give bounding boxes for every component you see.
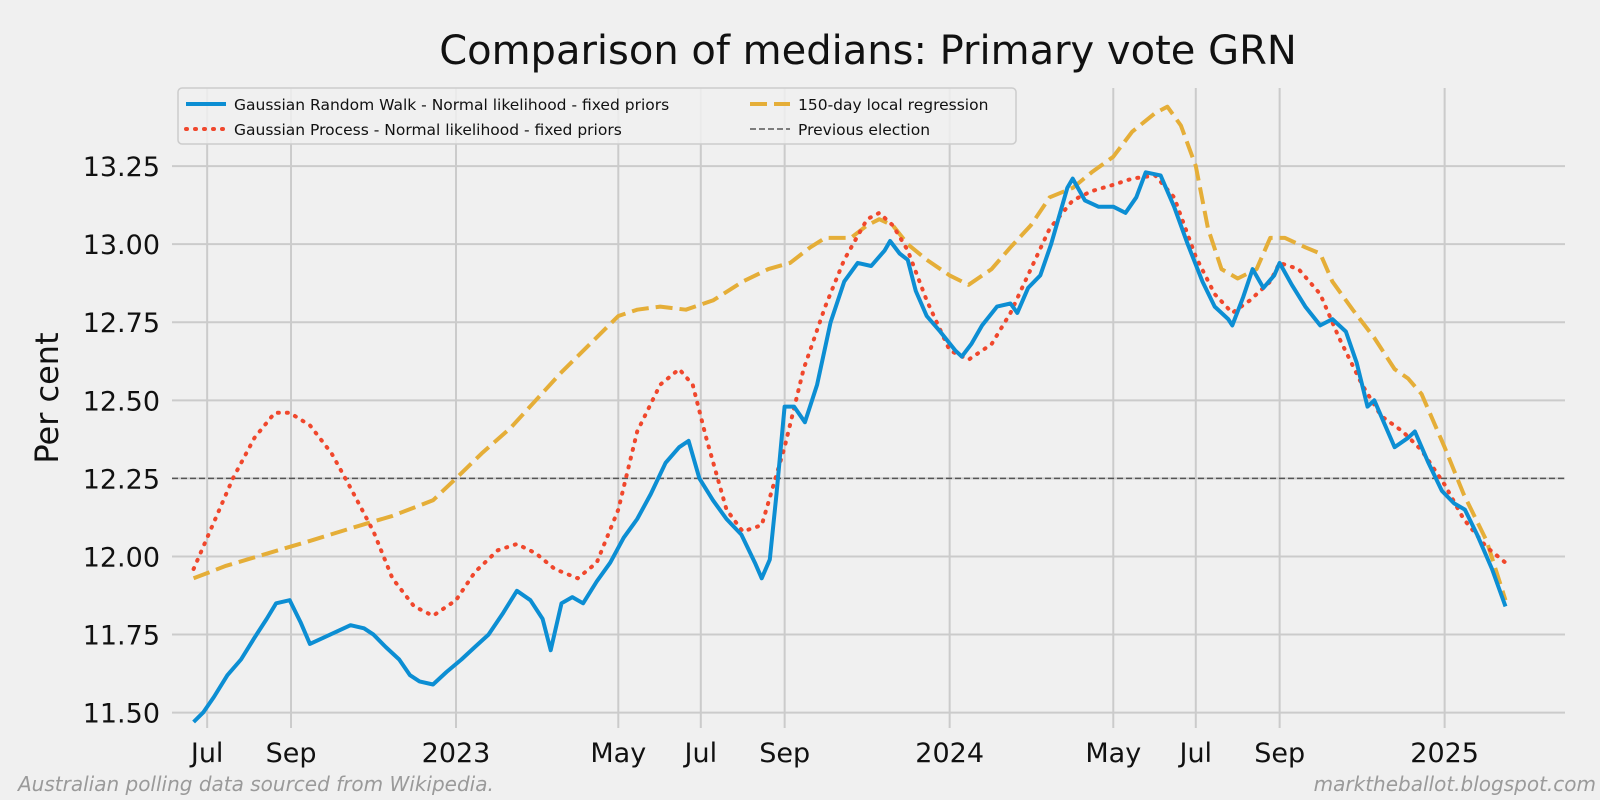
x-tick-label: 2023 (422, 738, 491, 769)
series-line-solid (192, 170, 1508, 724)
footer-website: marktheballot.blogspot.com (1313, 772, 1596, 796)
x-tick-label: Jul (683, 738, 718, 769)
axis-ticks: 11.50 11.75 12.00 12.25 12.50 12.75 13.00 13.25… (83, 152, 1479, 769)
legend-label: Gaussian Process - Normal likelihood - f… (234, 121, 622, 139)
footer-source-note: Australian polling data sourced from Wik… (18, 772, 494, 796)
grid (172, 88, 1565, 728)
y-tick-label: 12.00 (83, 542, 160, 573)
series-line-dashed (192, 104, 1508, 601)
series-line-dotted (191, 173, 1508, 618)
legend-label: 150-day local regression (798, 96, 988, 114)
y-tick-label: 13.00 (83, 230, 160, 261)
x-tick-label: May (590, 738, 646, 769)
x-tick-label: Jul (1177, 738, 1212, 769)
y-tick-label: 12.75 (83, 308, 160, 339)
x-tick-label: Jul (189, 738, 224, 769)
y-tick-label: 11.50 (83, 699, 160, 730)
x-tick-label: Sep (759, 738, 810, 769)
chart-title: Comparison of medians: Primary vote GRN (439, 28, 1297, 74)
x-tick-label: Sep (266, 738, 317, 769)
legend: Gaussian Random Walk - Normal likelihood… (177, 87, 1017, 145)
y-axis-label: Per cent (28, 332, 66, 463)
legend-label: Gaussian Random Walk - Normal likelihood… (234, 96, 669, 114)
x-tick-label: 2025 (1410, 738, 1479, 769)
x-tick-label: Sep (1254, 738, 1305, 769)
y-tick-label: 13.25 (83, 152, 160, 183)
legend-frame (177, 87, 1017, 145)
y-tick-label: 12.25 (83, 464, 160, 495)
y-tick-label: 12.50 (83, 386, 160, 417)
y-tick-label: 11.75 (83, 621, 160, 652)
x-tick-label: 2024 (915, 738, 984, 769)
x-tick-label: May (1085, 738, 1141, 769)
legend-label: Previous election (798, 121, 930, 139)
series-layer (191, 104, 1508, 724)
